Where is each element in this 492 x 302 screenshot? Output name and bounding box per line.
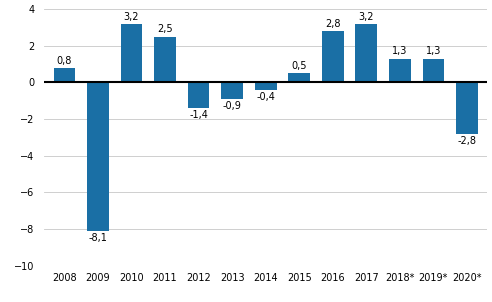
Text: -0,4: -0,4	[256, 92, 275, 102]
Text: 3,2: 3,2	[124, 11, 139, 21]
Bar	[322, 31, 344, 82]
Bar	[87, 82, 109, 231]
Text: 1,3: 1,3	[426, 47, 441, 56]
Bar	[389, 59, 411, 82]
Bar	[121, 24, 142, 82]
Text: 2,8: 2,8	[325, 19, 340, 29]
Bar	[423, 59, 444, 82]
Text: -0,9: -0,9	[223, 101, 242, 111]
Text: 3,2: 3,2	[359, 11, 374, 21]
Bar	[221, 82, 243, 99]
Text: -8,1: -8,1	[89, 233, 107, 243]
Text: -2,8: -2,8	[458, 136, 476, 146]
Text: 1,3: 1,3	[392, 47, 407, 56]
Bar	[355, 24, 377, 82]
Bar	[255, 82, 277, 90]
Text: 2,5: 2,5	[157, 24, 173, 34]
Bar	[154, 37, 176, 82]
Bar	[54, 68, 75, 82]
Text: 0,5: 0,5	[291, 61, 307, 71]
Bar	[187, 82, 210, 108]
Bar	[456, 82, 478, 134]
Text: -1,4: -1,4	[189, 110, 208, 120]
Bar	[288, 73, 310, 82]
Text: 0,8: 0,8	[57, 56, 72, 66]
